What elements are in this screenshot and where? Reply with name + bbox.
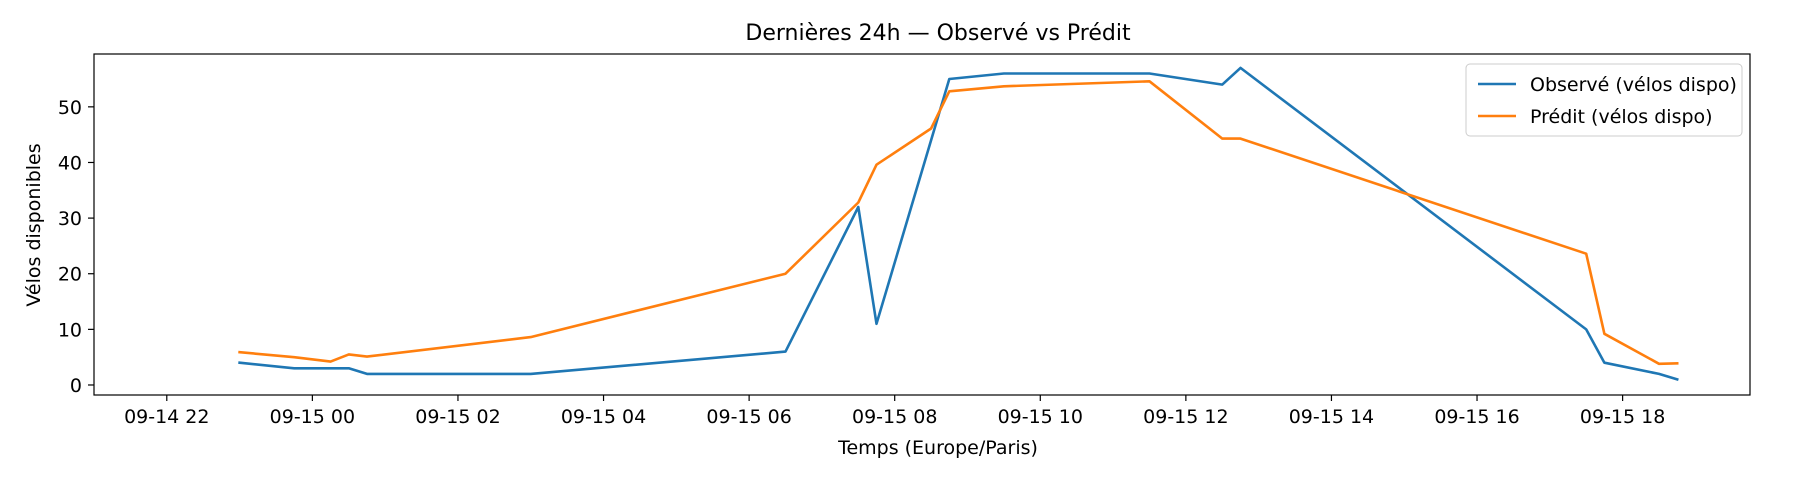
x-tick-label: 09-15 02 <box>415 406 500 428</box>
y-axis-label: Vélos disponibles <box>23 143 45 306</box>
legend-box <box>1465 63 1743 137</box>
x-tick-label: 09-15 14 <box>1289 406 1374 428</box>
plot-area <box>93 53 1751 396</box>
x-axis-ticks: 09-14 22 09-15 00 09-15 02 09-15 04 09-15 06… <box>124 395 1665 428</box>
legend: Observé (vélos dispo) Prédit (vélos dispo… <box>1465 63 1743 137</box>
y-tick-label: 10 <box>58 319 82 341</box>
x-tick-label: 09-15 16 <box>1434 406 1519 428</box>
x-tick-label: 09-15 12 <box>1143 406 1228 428</box>
x-tick-label: 09-15 10 <box>998 406 1083 428</box>
x-tick-label: 09-15 08 <box>852 406 937 428</box>
chart-title: Dernières 24h — Observé vs Prédit <box>745 21 1131 46</box>
y-tick-label: 20 <box>58 264 82 286</box>
x-tick-label: 09-15 00 <box>270 406 355 428</box>
axes-frame <box>93 53 1751 396</box>
y-axis-ticks: 0 10 20 30 40 50 <box>58 97 94 397</box>
y-tick-label: 50 <box>58 97 82 119</box>
x-tick-label: 09-15 04 <box>561 406 646 428</box>
series-line-1 <box>238 66 1679 382</box>
x-tick-label: 09-14 22 <box>124 406 209 428</box>
series-line-2 <box>238 80 1679 366</box>
x-tick-label: 09-15 18 <box>1580 406 1665 428</box>
y-tick-label: 0 <box>70 375 82 397</box>
legend-label-2: Prédit (vélos dispo) <box>1530 106 1713 128</box>
x-axis-label: Temps (Europe/Paris) <box>837 437 1038 459</box>
y-tick-label: 40 <box>58 152 82 174</box>
x-tick-label: 09-15 06 <box>706 406 791 428</box>
y-tick-label: 30 <box>58 208 82 230</box>
legend-label-1: Observé (vélos dispo) <box>1530 74 1737 96</box>
